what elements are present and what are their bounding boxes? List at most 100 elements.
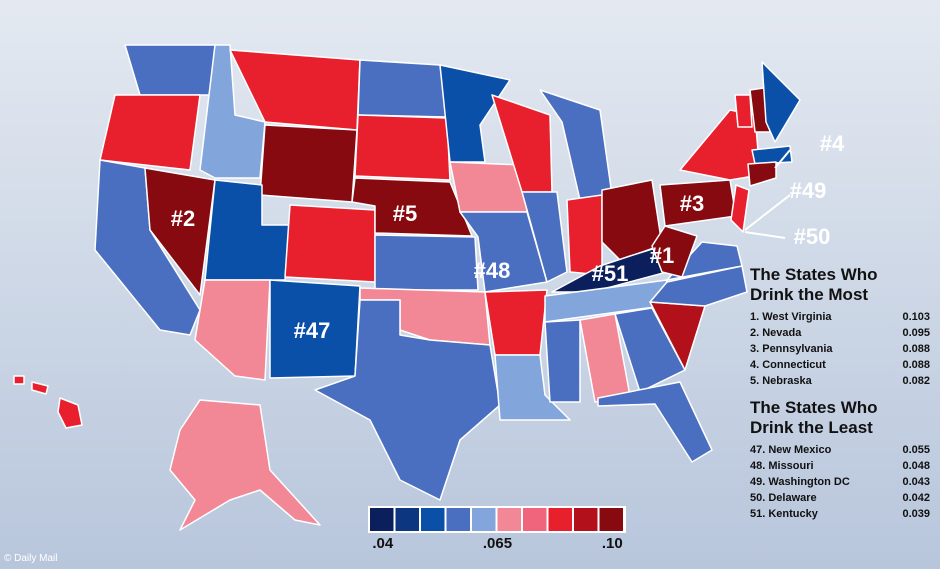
rank-label: #1	[650, 243, 674, 268]
rank-label: #50	[794, 224, 831, 249]
row: 4. Connecticut 0.088	[750, 357, 930, 373]
row: 47. New Mexico 0.055	[750, 442, 930, 458]
most-title: The States Who Drink the Most	[750, 265, 930, 305]
most-rows: 1. West Virginia 0.103 2. Nevada 0.095 3. Pe…	[750, 309, 930, 389]
hawaii	[57, 397, 83, 429]
state	[484, 289, 548, 356]
row-value: 0.095	[902, 327, 930, 339]
pointer-line	[744, 194, 791, 231]
state	[649, 265, 748, 307]
state	[124, 44, 216, 96]
state	[284, 204, 376, 283]
state	[730, 184, 750, 233]
row-name: 5. Nebraska	[750, 375, 812, 387]
rank-label: #3	[680, 191, 704, 216]
hawaii	[31, 381, 49, 395]
hawaii	[13, 375, 25, 385]
legend: .04 .065 .10	[368, 506, 626, 552]
row-name: 51. Kentucky	[750, 508, 818, 520]
row-value: 0.082	[902, 375, 930, 387]
state	[439, 64, 511, 163]
legend-swatch	[599, 508, 623, 531]
row-name: 3. Pennsylvania	[750, 343, 833, 355]
least-panel: The States Who Drink the Least 47. New Me…	[750, 398, 930, 522]
row: 3. Pennsylvania 0.088	[750, 341, 930, 357]
legend-label: .04	[372, 535, 394, 552]
row: 1. West Virginia 0.103	[750, 309, 930, 325]
row: 50. Delaware 0.042	[750, 490, 930, 506]
pointer-line	[744, 231, 786, 239]
row-name: 1. West Virginia	[750, 311, 832, 323]
row-value: 0.042	[902, 492, 930, 504]
rank-labels: #2 #5 #3 #1 #4 #49 #50 #48 #51 #47	[171, 131, 845, 343]
state	[651, 225, 698, 278]
title-line: Drink the Most	[750, 285, 869, 304]
legend-swatch	[370, 508, 394, 531]
state	[494, 354, 571, 421]
credit: © Daily Mail	[4, 553, 58, 564]
state	[521, 191, 568, 283]
least-title: The States Who Drink the Least	[750, 398, 930, 438]
row-name: 47. New Mexico	[750, 444, 832, 456]
row: 51. Kentucky 0.039	[750, 506, 930, 522]
row: 2. Nevada 0.095	[750, 325, 930, 341]
rank-label: #49	[790, 178, 827, 203]
legend-swatch	[497, 508, 521, 531]
least-rows: 47. New Mexico 0.055 48. Missouri 0.048 49. …	[750, 442, 930, 522]
row-value: 0.043	[902, 476, 930, 488]
legend-swatch	[548, 508, 572, 531]
row: 49. Washington DC 0.043	[750, 474, 930, 490]
row-name: 49. Washington DC	[750, 476, 850, 488]
state	[374, 234, 479, 291]
legend-swatch	[574, 508, 598, 531]
rank-label: #5	[393, 201, 417, 226]
legend-swatch	[446, 508, 470, 531]
state	[747, 161, 777, 187]
rank-label: #4	[820, 131, 845, 156]
row-value: 0.039	[902, 508, 930, 520]
alaska	[169, 399, 321, 531]
pointer-line	[774, 149, 791, 169]
rank-label: #2	[171, 206, 195, 231]
row-name: 48. Missouri	[750, 460, 814, 472]
row-value: 0.103	[902, 311, 930, 323]
row-value: 0.088	[902, 343, 930, 355]
title-line: The States Who	[750, 265, 878, 284]
state	[761, 61, 801, 143]
legend-swatch	[523, 508, 547, 531]
rank-label: #48	[474, 258, 511, 283]
state	[597, 381, 713, 463]
row-name: 2. Nevada	[750, 327, 802, 339]
state	[351, 177, 473, 237]
state	[459, 211, 548, 293]
legend-swatch	[472, 508, 496, 531]
state	[194, 279, 271, 381]
pointers	[744, 149, 791, 239]
states	[13, 44, 801, 531]
state	[99, 94, 201, 171]
row-value: 0.088	[902, 359, 930, 371]
state	[259, 124, 358, 203]
row-value: 0.048	[902, 460, 930, 472]
row: 48. Missouri 0.048	[750, 458, 930, 474]
state	[544, 319, 581, 403]
row-name: 4. Connecticut	[750, 359, 826, 371]
most-panel: The States Who Drink the Most 1. West Vir…	[750, 265, 930, 389]
row-name: 50. Delaware	[750, 492, 817, 504]
state	[357, 59, 448, 118]
rank-label: #51	[592, 261, 629, 286]
row: 5. Nebraska 0.082	[750, 373, 930, 389]
state	[144, 167, 216, 296]
rank-label: #47	[294, 318, 331, 343]
title-line: The States Who	[750, 398, 878, 417]
legend-label: .065	[483, 535, 512, 552]
state	[354, 114, 451, 181]
title-line: Drink the Least	[750, 418, 873, 437]
legend-swatch	[421, 508, 445, 531]
row-value: 0.055	[902, 444, 930, 456]
legend-swatch	[395, 508, 419, 531]
state	[734, 94, 753, 128]
state	[314, 299, 501, 501]
